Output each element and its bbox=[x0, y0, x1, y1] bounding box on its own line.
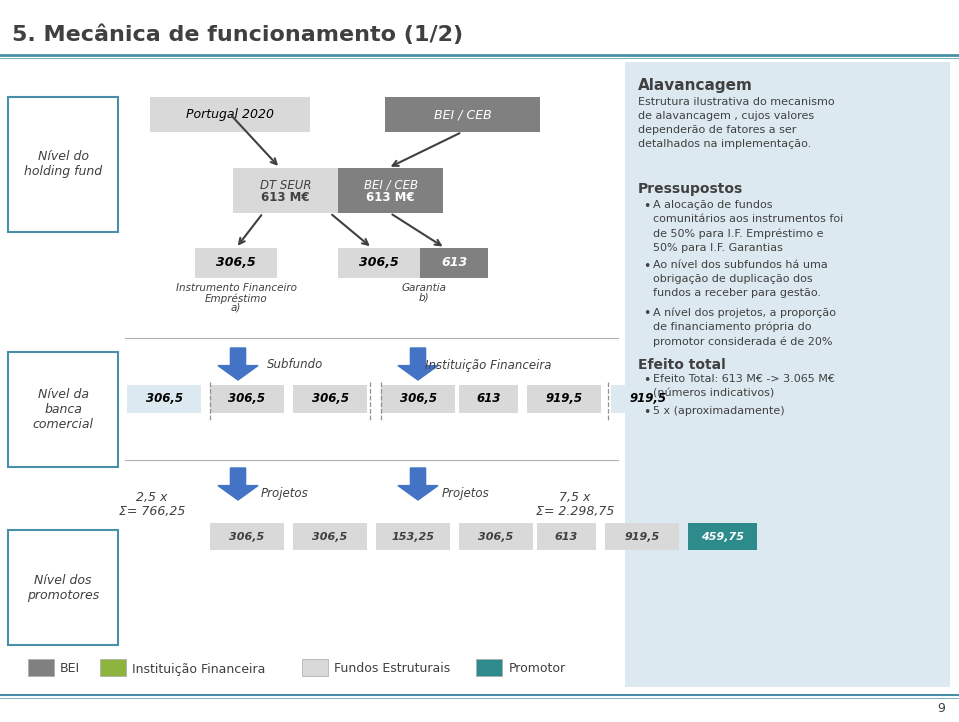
Text: 306,5: 306,5 bbox=[479, 531, 514, 542]
Text: •: • bbox=[643, 374, 650, 387]
Text: 306,5: 306,5 bbox=[229, 531, 265, 542]
FancyBboxPatch shape bbox=[459, 385, 518, 413]
FancyBboxPatch shape bbox=[527, 385, 601, 413]
Text: Projetos: Projetos bbox=[261, 487, 309, 500]
FancyBboxPatch shape bbox=[611, 385, 685, 413]
Text: 7,5 x: 7,5 x bbox=[559, 490, 591, 503]
Text: promotores: promotores bbox=[27, 588, 99, 601]
Text: Efeito total: Efeito total bbox=[638, 358, 726, 372]
FancyBboxPatch shape bbox=[210, 523, 284, 550]
Text: BEI / CEB: BEI / CEB bbox=[363, 179, 417, 192]
Text: Nível da: Nível da bbox=[37, 388, 88, 401]
FancyBboxPatch shape bbox=[8, 97, 118, 232]
Polygon shape bbox=[218, 468, 258, 500]
FancyBboxPatch shape bbox=[381, 385, 455, 413]
Text: Alavancagem: Alavancagem bbox=[638, 78, 753, 93]
Text: b): b) bbox=[419, 293, 430, 303]
FancyBboxPatch shape bbox=[195, 248, 277, 278]
Text: 306,5: 306,5 bbox=[216, 256, 256, 269]
FancyBboxPatch shape bbox=[688, 523, 757, 550]
Text: Empréstimo: Empréstimo bbox=[204, 293, 268, 303]
Text: a): a) bbox=[231, 303, 241, 313]
FancyBboxPatch shape bbox=[233, 168, 338, 213]
Text: Portugal 2020: Portugal 2020 bbox=[186, 108, 274, 121]
Text: Pressupostos: Pressupostos bbox=[638, 182, 743, 196]
FancyBboxPatch shape bbox=[101, 659, 127, 676]
FancyBboxPatch shape bbox=[420, 248, 488, 278]
Polygon shape bbox=[218, 348, 258, 380]
FancyBboxPatch shape bbox=[477, 659, 503, 676]
Text: Instrumento Financeiro: Instrumento Financeiro bbox=[175, 283, 296, 293]
FancyBboxPatch shape bbox=[459, 523, 533, 550]
FancyBboxPatch shape bbox=[302, 659, 328, 676]
Text: A alocação de fundos
comunitários aos instrumentos foi
de 50% para I.F. Emprésti: A alocação de fundos comunitários aos in… bbox=[653, 200, 843, 253]
FancyBboxPatch shape bbox=[8, 530, 118, 645]
Text: 2,5 x: 2,5 x bbox=[136, 490, 168, 503]
Text: Ao nível dos subfundos há uma
obrigação de duplicação dos
fundos a receber para : Ao nível dos subfundos há uma obrigação … bbox=[653, 260, 828, 298]
Text: Garantia: Garantia bbox=[402, 283, 447, 293]
Text: Estrutura ilustrativa do mecanismo
de alavancagem , cujos valores
dependerão de : Estrutura ilustrativa do mecanismo de al… bbox=[638, 97, 834, 149]
Text: 613: 613 bbox=[441, 256, 467, 269]
Text: 153,25: 153,25 bbox=[391, 531, 434, 542]
Text: BEI / CEB: BEI / CEB bbox=[433, 108, 491, 121]
FancyBboxPatch shape bbox=[210, 385, 284, 413]
Text: 613 M€: 613 M€ bbox=[366, 191, 414, 204]
Text: Fundos Estruturais: Fundos Estruturais bbox=[334, 663, 450, 676]
FancyBboxPatch shape bbox=[8, 352, 118, 467]
Text: BEI: BEI bbox=[60, 663, 81, 676]
Text: 919,5: 919,5 bbox=[546, 393, 582, 406]
Text: 306,5: 306,5 bbox=[400, 393, 436, 406]
Text: 613: 613 bbox=[477, 393, 501, 406]
Text: •: • bbox=[643, 200, 650, 213]
Text: 306,5: 306,5 bbox=[312, 393, 348, 406]
FancyBboxPatch shape bbox=[605, 523, 679, 550]
Text: 919,5: 919,5 bbox=[629, 393, 667, 406]
Text: DT SEUR: DT SEUR bbox=[260, 179, 312, 192]
Text: Σ= 766,25: Σ= 766,25 bbox=[119, 505, 185, 518]
Text: Promotor: Promotor bbox=[508, 663, 566, 676]
FancyBboxPatch shape bbox=[338, 248, 420, 278]
Text: 459,75: 459,75 bbox=[701, 531, 744, 542]
Text: Projetos: Projetos bbox=[442, 487, 490, 500]
Text: 306,5: 306,5 bbox=[228, 393, 266, 406]
FancyBboxPatch shape bbox=[127, 385, 201, 413]
Text: 306,5: 306,5 bbox=[146, 393, 182, 406]
FancyBboxPatch shape bbox=[293, 385, 367, 413]
Polygon shape bbox=[398, 348, 438, 380]
FancyBboxPatch shape bbox=[385, 97, 540, 132]
Text: •: • bbox=[643, 260, 650, 273]
Text: comercial: comercial bbox=[33, 418, 93, 431]
Text: Instituição Financeira: Instituição Financeira bbox=[425, 359, 551, 372]
FancyBboxPatch shape bbox=[28, 659, 54, 676]
Text: 306,5: 306,5 bbox=[359, 256, 399, 269]
FancyBboxPatch shape bbox=[376, 523, 450, 550]
Text: •: • bbox=[643, 307, 650, 320]
Text: Nível do: Nível do bbox=[37, 150, 88, 163]
FancyBboxPatch shape bbox=[150, 97, 310, 132]
Text: banca: banca bbox=[44, 403, 82, 416]
Text: 613: 613 bbox=[555, 531, 578, 542]
Text: 5 x (aproximadamente): 5 x (aproximadamente) bbox=[653, 406, 784, 416]
FancyBboxPatch shape bbox=[625, 62, 950, 687]
Polygon shape bbox=[398, 468, 438, 500]
Text: holding fund: holding fund bbox=[24, 165, 102, 178]
FancyBboxPatch shape bbox=[338, 168, 443, 213]
Text: 613 M€: 613 M€ bbox=[261, 191, 310, 204]
FancyBboxPatch shape bbox=[537, 523, 596, 550]
Text: 9: 9 bbox=[937, 702, 945, 715]
Text: Instituição Financeira: Instituição Financeira bbox=[132, 663, 266, 676]
Text: 919,5: 919,5 bbox=[624, 531, 660, 542]
Text: Nível dos: Nível dos bbox=[35, 573, 92, 586]
Text: A nível dos projetos, a proporção
de financiamento própria do
promotor considera: A nível dos projetos, a proporção de fin… bbox=[653, 307, 836, 347]
Text: Σ= 2.298,75: Σ= 2.298,75 bbox=[536, 505, 614, 518]
FancyBboxPatch shape bbox=[293, 523, 367, 550]
Text: Subfundo: Subfundo bbox=[267, 359, 323, 372]
Text: Efeito Total: 613 M€ -> 3.065 M€
(números indicativos): Efeito Total: 613 M€ -> 3.065 M€ (número… bbox=[653, 374, 835, 398]
Text: 306,5: 306,5 bbox=[313, 531, 347, 542]
Text: 5. Mecânica de funcionamento (1/2): 5. Mecânica de funcionamento (1/2) bbox=[12, 25, 463, 45]
Text: •: • bbox=[643, 406, 650, 419]
